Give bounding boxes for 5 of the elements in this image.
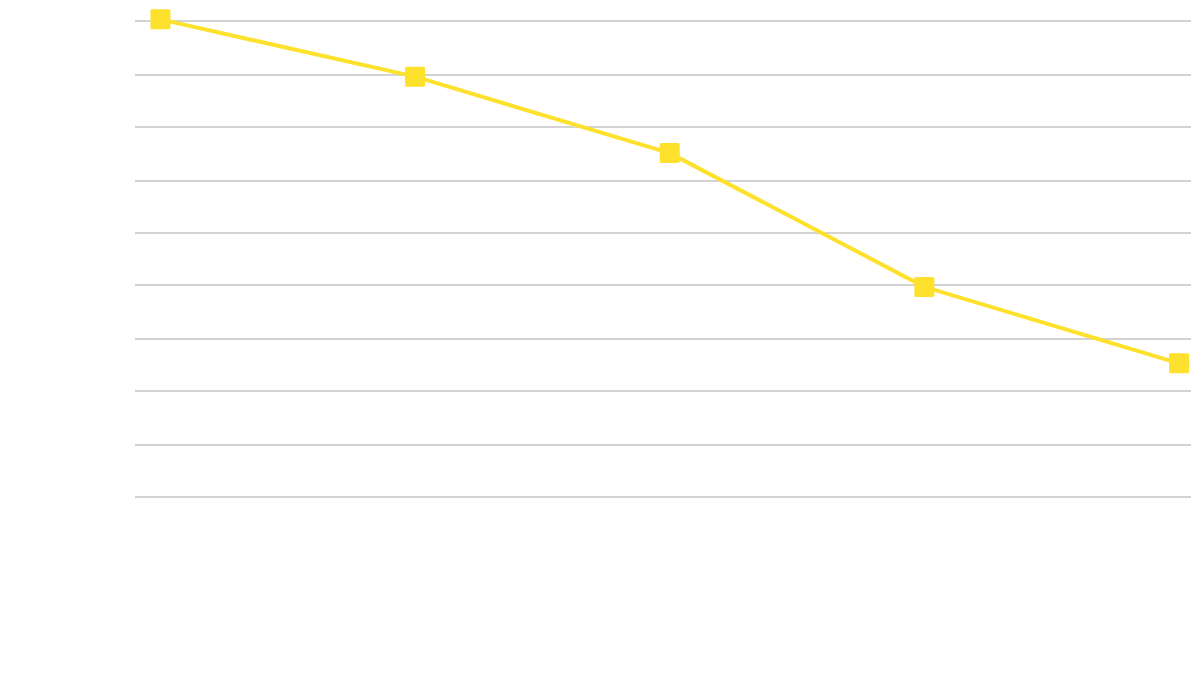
point — [150, 9, 171, 30]
point — [914, 276, 935, 297]
point — [659, 143, 680, 164]
point — [405, 66, 426, 87]
point — [1169, 353, 1190, 374]
